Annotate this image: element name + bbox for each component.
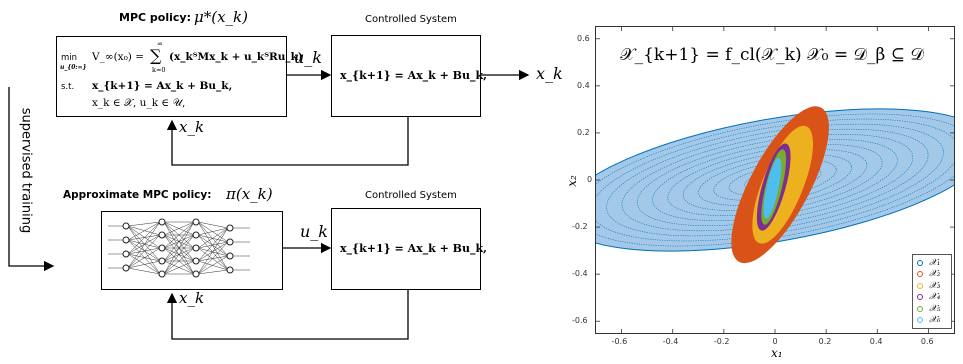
- mpc-optimization-box: min u_{0:∞} V_∞(x₀) = ∞ ∑ k=0 (x_kᵀMx_k …: [56, 36, 303, 117]
- objective-rhs: (x_kᵀMx_k + u_kᵀRu_k): [169, 51, 303, 63]
- legend-label: 𝒳₆: [929, 315, 941, 326]
- legend-entry: 𝒳₆: [913, 315, 951, 327]
- controlled-system-box-bottom: x_{k+1} = Ax_k + Bu_k,: [331, 208, 487, 290]
- controlled-system-box-top: x_{k+1} = Ax_k + Bu_k,: [331, 35, 487, 117]
- uk-label-bottom: u_k: [300, 222, 328, 241]
- legend-label: 𝒳₅: [929, 303, 941, 314]
- supervised-training-label: supervised training: [18, 107, 34, 234]
- diagram-lines: [8, 69, 530, 340]
- y-tick-label: -0.6: [572, 316, 588, 326]
- plot-annotation: 𝒳_{k+1} = f_cl(𝒳_k) 𝒳₀ = 𝒟_β ⊆ 𝒟: [620, 45, 925, 65]
- xk-label-bottom-feedback: x_k: [179, 289, 205, 307]
- sum-lower: k=0: [152, 66, 166, 74]
- feedback-loop-top: [166, 117, 409, 166]
- neural-network-icon: [108, 218, 250, 278]
- min-subscript: u_{0:∞}: [60, 64, 87, 71]
- legend-marker: [917, 259, 923, 266]
- objective-lhs: V_∞(x₀) =: [92, 51, 145, 63]
- x-tick-label: -0.6: [611, 337, 628, 346]
- controlled-system-title-bottom: Controlled System: [365, 190, 457, 201]
- legend-entry: 𝒳₂: [913, 269, 951, 281]
- system-equation-top: x_{k+1} = Ax_k + Bu_k,: [340, 69, 487, 82]
- plot-svg: [596, 27, 954, 333]
- plot-area: 𝒳_{k+1} = f_cl(𝒳_k) 𝒳₀ = 𝒟_β ⊆ 𝒟 𝒳₁ 𝒳₂ 𝒳₃ 𝒳…: [595, 26, 955, 334]
- x-tick-label: 0: [772, 337, 778, 346]
- legend-marker: [917, 282, 923, 289]
- dynamics-constraint: x_{k+1} = Ax_k + Bu_k,: [92, 80, 233, 92]
- state-input-constraint: x_k ∈ 𝒳, u_k ∈ 𝒰,: [92, 97, 186, 109]
- y-tick-label: 0.6: [577, 33, 590, 43]
- y-tick-label: 0.2: [577, 127, 590, 137]
- x-axis-label: x₁: [771, 346, 783, 360]
- controlled-system-title-top: Controlled System: [365, 14, 457, 25]
- legend: 𝒳₁ 𝒳₂ 𝒳₃ 𝒳₄ 𝒳₅ 𝒳₆: [912, 254, 952, 329]
- uk-label-top: u_k: [294, 48, 322, 67]
- x-tick-label: 0.6: [920, 337, 934, 346]
- supervised-training-arrow: [8, 87, 55, 272]
- legend-label: 𝒳₃: [929, 280, 941, 291]
- min-label: min: [61, 53, 78, 63]
- series-6: [763, 157, 782, 219]
- y-tick-label: -0.2: [572, 222, 588, 232]
- x-tick-label: -0.4: [662, 337, 679, 346]
- legend-entry: 𝒳₃: [913, 280, 951, 292]
- x-tick-label: 0.2: [818, 337, 832, 346]
- sum-upper: ∞: [157, 40, 163, 48]
- legend-label: 𝒳₂: [929, 269, 941, 280]
- y-tick-label: -0.4: [572, 269, 588, 279]
- y-tick-label: 0.4: [577, 80, 590, 90]
- x-tick-label: 0.4: [869, 337, 883, 346]
- legend-marker: [917, 305, 923, 312]
- sum-symbol: ∑: [150, 46, 162, 65]
- y-tick-label: 0: [587, 175, 593, 184]
- legend-entry: 𝒳₅: [913, 303, 951, 315]
- legend-entry: 𝒳₄: [913, 292, 951, 304]
- approx-policy-math: π(x_k): [226, 185, 273, 203]
- approx-policy-title: Approximate MPC policy:: [63, 189, 212, 201]
- system-equation-bottom: x_{k+1} = Ax_k + Bu_k,: [340, 242, 487, 255]
- xk-label-top-feedback: x_k: [179, 118, 205, 136]
- st-label: s.t.: [61, 82, 75, 92]
- legend-marker: [917, 317, 923, 324]
- xk-output-label: x_k: [536, 64, 563, 83]
- legend-label: 𝒳₁: [929, 257, 941, 268]
- legend-marker: [917, 271, 923, 278]
- x-tick-label: -0.2: [713, 337, 730, 346]
- mpc-policy-math: μ*(x_k): [194, 8, 249, 26]
- y-axis-label: x₂: [564, 175, 579, 187]
- axis-ticks: [596, 27, 954, 333]
- feedback-loop-bottom: [166, 290, 409, 340]
- legend-entry: 𝒳₁: [913, 257, 951, 269]
- legend-marker: [917, 294, 923, 301]
- mpc-policy-title: MPC policy:: [119, 11, 191, 24]
- neural-network-box: [101, 211, 283, 290]
- legend-label: 𝒳₄: [929, 292, 941, 303]
